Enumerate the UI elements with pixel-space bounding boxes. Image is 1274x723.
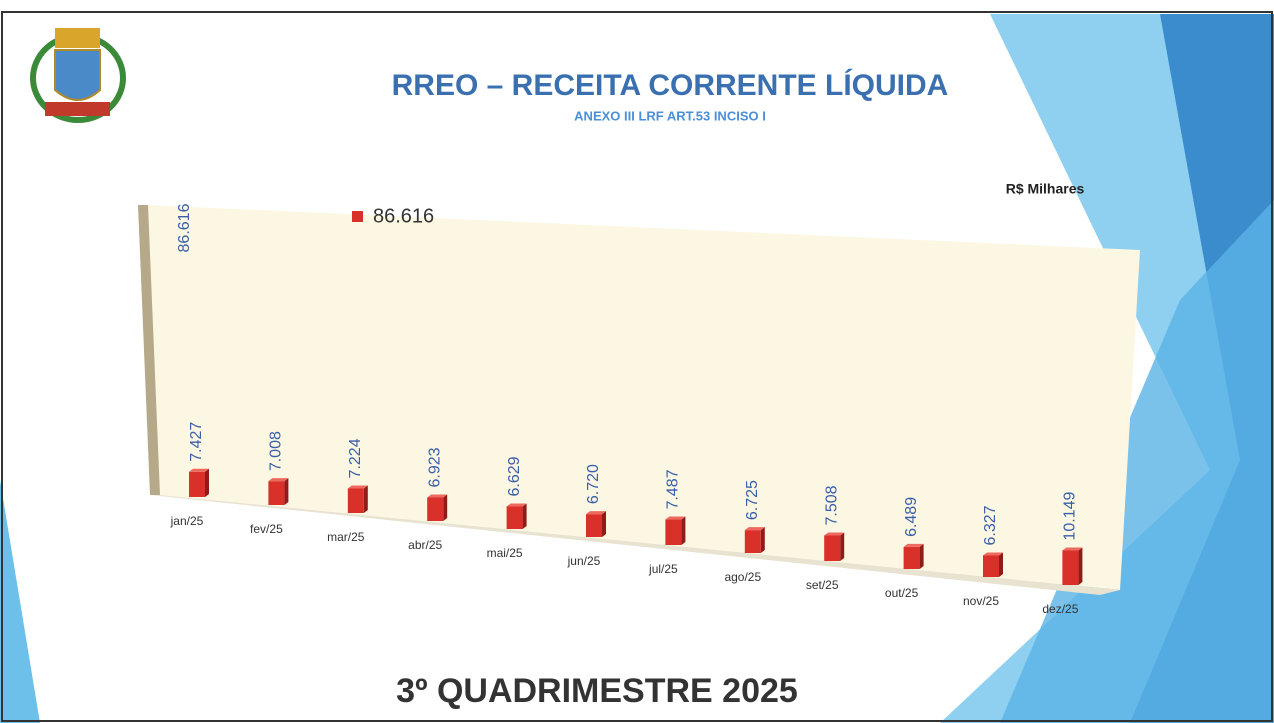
x-tick-label: ago/25 (724, 570, 761, 584)
bar-top (1062, 547, 1083, 551)
x-tick-label: jun/25 (567, 554, 601, 568)
bar-side (919, 543, 924, 569)
bar-top (665, 516, 686, 520)
bar (586, 514, 602, 537)
bar-side (522, 503, 527, 529)
chart-wall (148, 205, 1140, 590)
bar-side (999, 552, 1003, 577)
bar (347, 488, 364, 513)
bar-top (427, 494, 448, 498)
x-tick-label: dez/25 (1042, 602, 1078, 616)
logo (30, 28, 126, 123)
value-label: 6.489 (903, 497, 920, 537)
value-label: 6.720 (585, 464, 602, 504)
chart-floor (150, 495, 1120, 595)
x-tick-label: mar/25 (327, 530, 365, 544)
series-total-label: 86.616 (176, 203, 193, 252)
bar-top (744, 527, 765, 531)
bar-top (903, 543, 924, 547)
value-label: 7.487 (665, 469, 682, 509)
bar-side (840, 532, 845, 561)
bar (1062, 550, 1079, 585)
bar (189, 471, 205, 497)
bar-side (443, 494, 448, 521)
frame (1, 11, 1273, 722)
bar-top (983, 552, 1003, 556)
value-label: 7.508 (823, 485, 840, 525)
bar-top (586, 511, 606, 515)
bar (268, 481, 285, 505)
bar (983, 555, 999, 577)
bar (506, 506, 523, 529)
value-label: 7.427 (188, 422, 205, 462)
x-tick-label: fev/25 (250, 522, 283, 536)
x-tick-label: mai/25 (487, 546, 523, 560)
bar (427, 497, 444, 521)
decor-triangle (1000, 200, 1274, 723)
value-label: 6.327 (982, 505, 999, 545)
x-tick-label: nov/25 (963, 594, 999, 608)
value-label: 7.224 (347, 438, 364, 478)
bar-side (1078, 547, 1083, 585)
x-tick-label: out/25 (885, 586, 919, 600)
x-tick-label: jan/25 (170, 514, 204, 528)
bar-side (363, 485, 368, 513)
chart-side (138, 205, 160, 495)
value-label: 10.149 (1062, 491, 1079, 540)
legend-swatch (352, 211, 363, 222)
bar-top (189, 468, 209, 472)
bar (665, 519, 682, 545)
bar-side (205, 468, 209, 497)
bar-top (347, 485, 368, 489)
bar-top (506, 503, 527, 507)
title: RREO – RECEITA CORRENTE LÍQUIDA (392, 68, 949, 102)
bar-top (824, 532, 845, 536)
footer-title: 3º QUADRIMESTRE 2025 (396, 672, 798, 710)
bar (903, 546, 920, 569)
legend-label: 86.616 (373, 205, 434, 227)
x-tick-label: abr/25 (408, 538, 442, 552)
unit-label: R$ Milhares (1006, 181, 1085, 197)
bar-side (760, 527, 765, 553)
value-label: 7.008 (268, 431, 285, 471)
x-tick-label: jul/25 (648, 562, 678, 576)
bar-side (284, 478, 289, 505)
subtitle: ANEXO III LRF ART.53 INCISO I (574, 108, 766, 123)
bar-side (602, 511, 606, 537)
bar-side (681, 516, 686, 545)
decor-triangle (0, 480, 40, 723)
x-tick-label: set/25 (806, 578, 839, 592)
value-label: 6.923 (426, 447, 443, 487)
bar-top (268, 478, 289, 482)
bar (744, 530, 761, 553)
bar (824, 535, 841, 561)
value-label: 6.725 (744, 480, 761, 520)
value-label: 6.629 (506, 456, 523, 496)
